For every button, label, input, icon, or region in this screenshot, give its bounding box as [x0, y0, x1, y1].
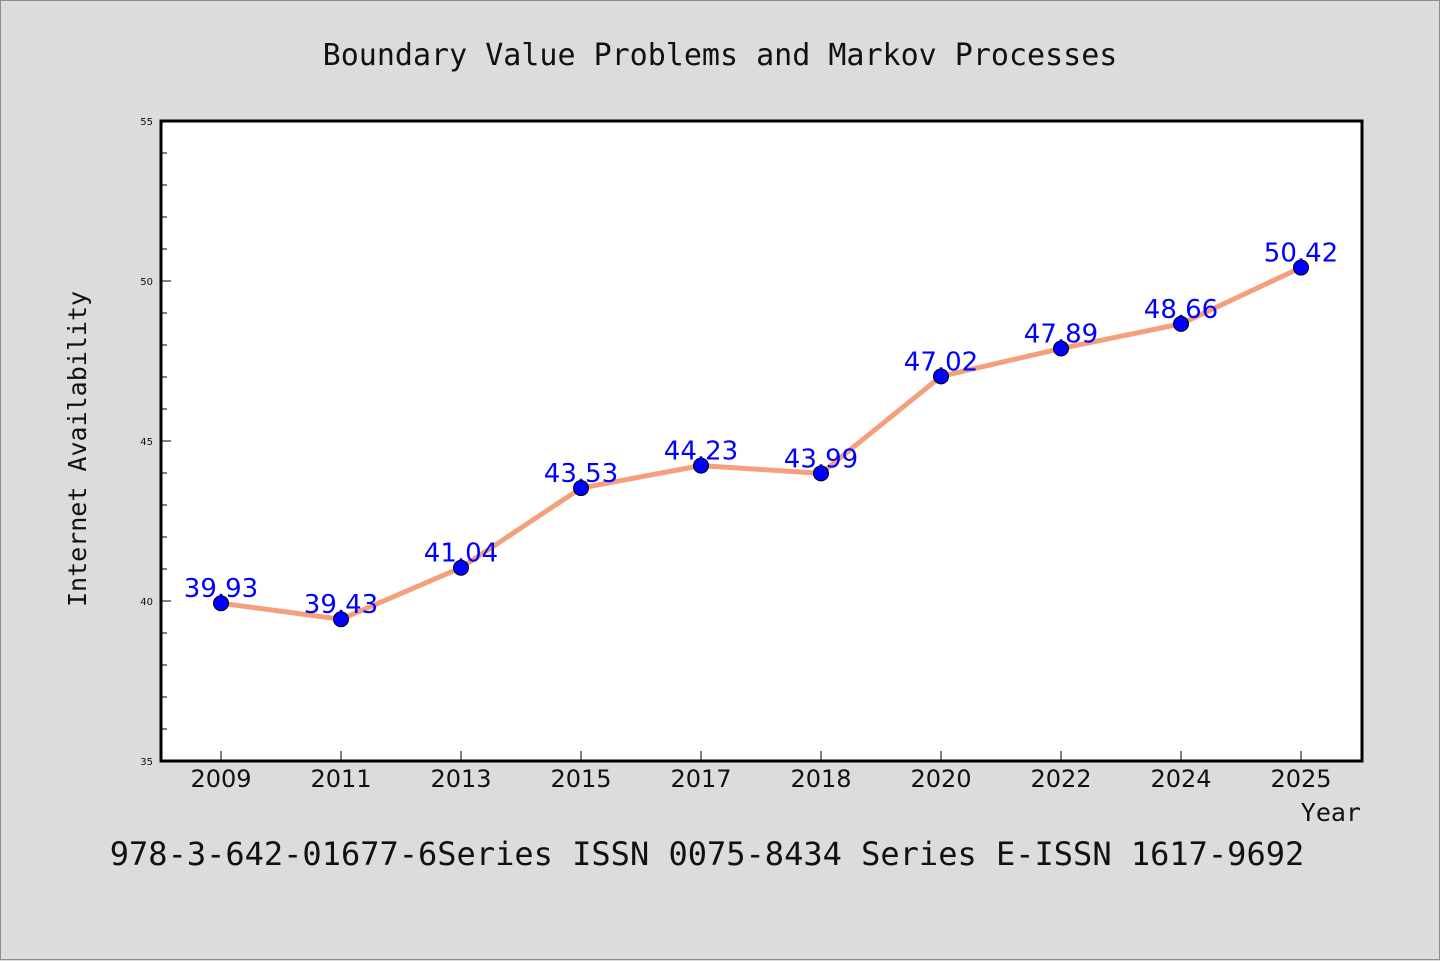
x-tick-label: 2013 — [430, 765, 491, 793]
x-axis-ticks: 2009 2011 2013 2015 2017 2018 2020 2022 2024 2025 — [190, 751, 1332, 793]
data-point — [813, 465, 829, 482]
y-axis-label: Internet Availability — [63, 291, 92, 607]
data-point — [933, 368, 949, 385]
x-tick-label: 2011 — [310, 765, 371, 793]
data-point — [1293, 259, 1309, 276]
data-point — [1053, 340, 1069, 357]
data-point — [573, 480, 589, 497]
y-tick-label: 35 — [140, 757, 153, 768]
y-tick-label: 40 — [140, 597, 153, 608]
x-tick-label: 2020 — [910, 765, 971, 793]
data-point — [1173, 315, 1189, 332]
x-tick-label: 2017 — [670, 765, 731, 793]
y-tick-label: 45 — [140, 437, 153, 448]
y-tick-label: 50 — [140, 277, 153, 288]
x-tick-label: 2025 — [1270, 765, 1331, 793]
y-axis-ticks: 35 40 45 50 55 — [140, 117, 171, 768]
plot-area — [159, 119, 1364, 763]
x-tick-label: 2009 — [190, 765, 251, 793]
x-axis-label: Year — [1301, 798, 1361, 827]
x-tick-label: 2015 — [550, 765, 611, 793]
x-tick-label: 2018 — [790, 765, 851, 793]
chart-title: Boundary Value Problems and Markov Proce… — [323, 38, 1118, 73]
x-tick-label: 2024 — [1150, 765, 1211, 793]
data-point — [453, 559, 469, 576]
data-point — [213, 595, 229, 612]
y-tick-label: 55 — [140, 117, 153, 128]
footer-isbn-issn: 978-3-642-01677-6Series ISSN 0075-8434 S… — [110, 835, 1304, 873]
data-point — [333, 611, 349, 628]
x-tick-label: 2022 — [1030, 765, 1091, 793]
series-line — [218, 265, 1304, 622]
data-point — [693, 457, 709, 474]
